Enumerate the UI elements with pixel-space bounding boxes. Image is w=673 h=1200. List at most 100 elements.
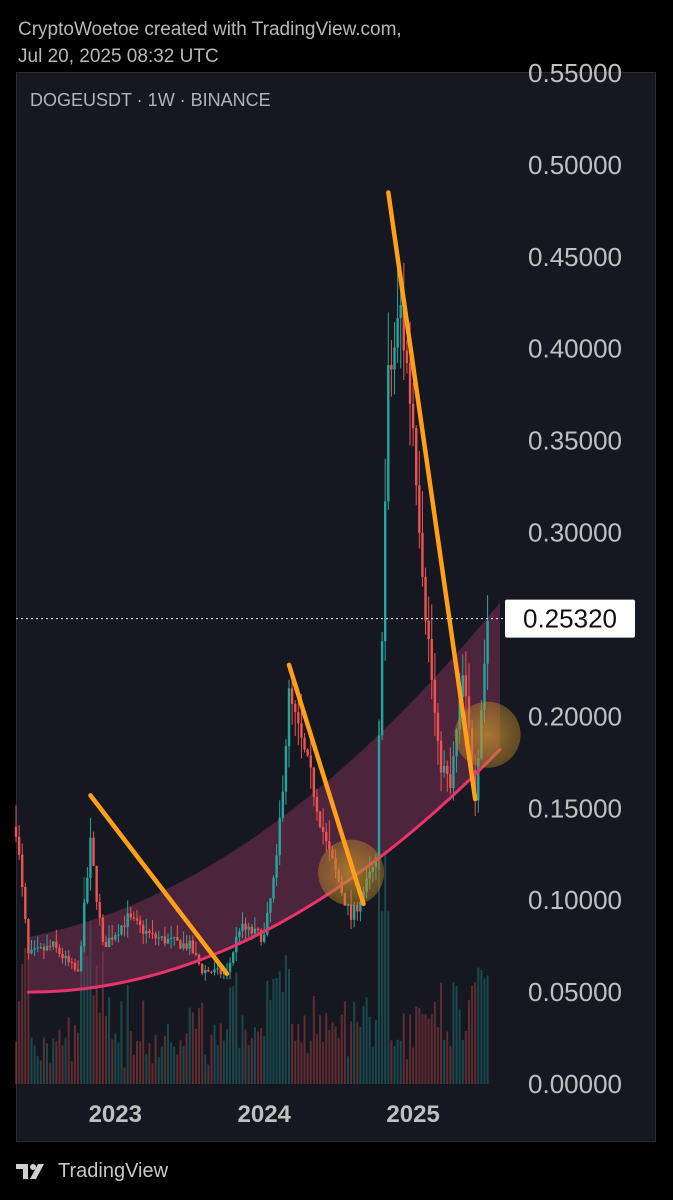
last-price-badge <box>505 599 635 638</box>
volume-bar <box>381 911 384 1084</box>
candle-body <box>390 365 393 370</box>
volume-bar <box>167 1023 170 1084</box>
candle-body <box>79 946 83 972</box>
candle-body <box>173 937 176 939</box>
candle-body <box>182 943 185 949</box>
volume-bar <box>322 1042 325 1084</box>
volume-bar <box>176 1054 179 1084</box>
candle-body <box>427 620 430 640</box>
candle-body <box>483 663 486 710</box>
candle-body <box>424 576 427 621</box>
volume-bar <box>409 1014 412 1084</box>
volume-bar <box>98 1012 101 1084</box>
candle-body <box>377 735 381 857</box>
candle-body <box>312 767 316 797</box>
volume-bar <box>179 1040 182 1084</box>
candle-body <box>418 485 421 533</box>
volume-bar <box>148 1043 151 1084</box>
volume-bar <box>86 956 89 1084</box>
candle-body <box>110 937 114 940</box>
candle-body <box>52 941 55 947</box>
candle-body <box>278 817 281 856</box>
volume-bar <box>331 1022 334 1084</box>
candle-body <box>290 688 294 704</box>
volume-bar <box>27 930 30 1084</box>
price-tick-label: 0.15000 <box>528 793 622 823</box>
candle-body <box>396 318 399 348</box>
volume-bar <box>80 939 83 1084</box>
volume-bar <box>291 1024 294 1084</box>
candle-body <box>24 887 27 920</box>
volume-bar <box>139 1041 142 1084</box>
candle-body <box>154 933 157 939</box>
candle-body <box>446 765 449 774</box>
candle-body <box>321 826 325 832</box>
candle-body <box>464 675 468 697</box>
price-tick-label: 0.00000 <box>528 1069 622 1099</box>
candle-body <box>259 930 263 942</box>
volume-bar <box>108 997 111 1084</box>
volume-bar <box>356 1021 359 1084</box>
price-tick-label: 0.40000 <box>528 334 622 364</box>
volume-bar <box>427 1018 430 1084</box>
candle-body <box>135 918 139 921</box>
volume-bar <box>188 1007 191 1084</box>
symbol-info: DOGEUSDT · 1W · BINANCE <box>30 90 271 110</box>
candle-body <box>402 304 406 351</box>
candle-body <box>306 749 309 756</box>
volume-bar <box>303 1015 306 1084</box>
volume-bar <box>238 1047 241 1084</box>
volume-bar <box>471 985 474 1084</box>
volume-bar <box>393 1045 396 1084</box>
candle-body <box>151 932 154 934</box>
candle-body <box>117 934 120 936</box>
candle-body <box>213 969 216 973</box>
volume-bar <box>52 1038 55 1084</box>
volume-bar <box>362 1005 365 1084</box>
volume-bar <box>433 1002 436 1084</box>
candle-body <box>185 943 188 949</box>
volume-bar <box>67 1017 70 1084</box>
volume-bar <box>15 1041 17 1084</box>
candle-body <box>169 937 173 939</box>
volume-bar <box>346 1056 349 1084</box>
candle-body <box>433 679 437 713</box>
support-band-area <box>28 602 501 993</box>
price-tick-label: 0.35000 <box>528 426 622 456</box>
volume-bar <box>405 1058 408 1084</box>
candle-body <box>449 773 452 788</box>
volume-bar <box>390 1040 393 1084</box>
volume-bar <box>368 1016 371 1084</box>
candle-body <box>421 532 424 577</box>
volume-bar <box>18 1000 21 1084</box>
candle-body <box>70 962 74 964</box>
candle-body <box>315 796 319 812</box>
candle-body <box>142 924 145 934</box>
candle-body <box>436 712 440 741</box>
annotation-overlays <box>26 190 521 994</box>
attribution-author: CryptoWoetoe created with TradingView.co… <box>18 19 402 40</box>
candle-body <box>266 912 269 935</box>
candle-body <box>222 972 226 975</box>
footer-brand: TradingView <box>58 1159 169 1182</box>
candle-body <box>352 904 356 920</box>
volume-bar <box>120 1001 123 1084</box>
volume-bar <box>464 1031 467 1084</box>
volume-bar <box>461 1039 464 1084</box>
volume-bar <box>288 969 291 1084</box>
candle-body <box>384 501 387 642</box>
last-price-marker: 0.25320 <box>16 599 635 638</box>
candle-body <box>98 901 101 918</box>
volume-bar <box>334 1026 337 1084</box>
candle-body <box>120 925 123 935</box>
volume-bar <box>452 982 455 1084</box>
volume-bar <box>185 1033 188 1084</box>
downtrend-line <box>88 793 230 976</box>
candle-body <box>477 758 480 801</box>
candle-body <box>39 947 43 949</box>
volume-bar <box>49 1063 52 1084</box>
candle-body <box>281 791 285 818</box>
volume-bar <box>467 1000 470 1084</box>
volume-bar <box>114 1033 117 1084</box>
